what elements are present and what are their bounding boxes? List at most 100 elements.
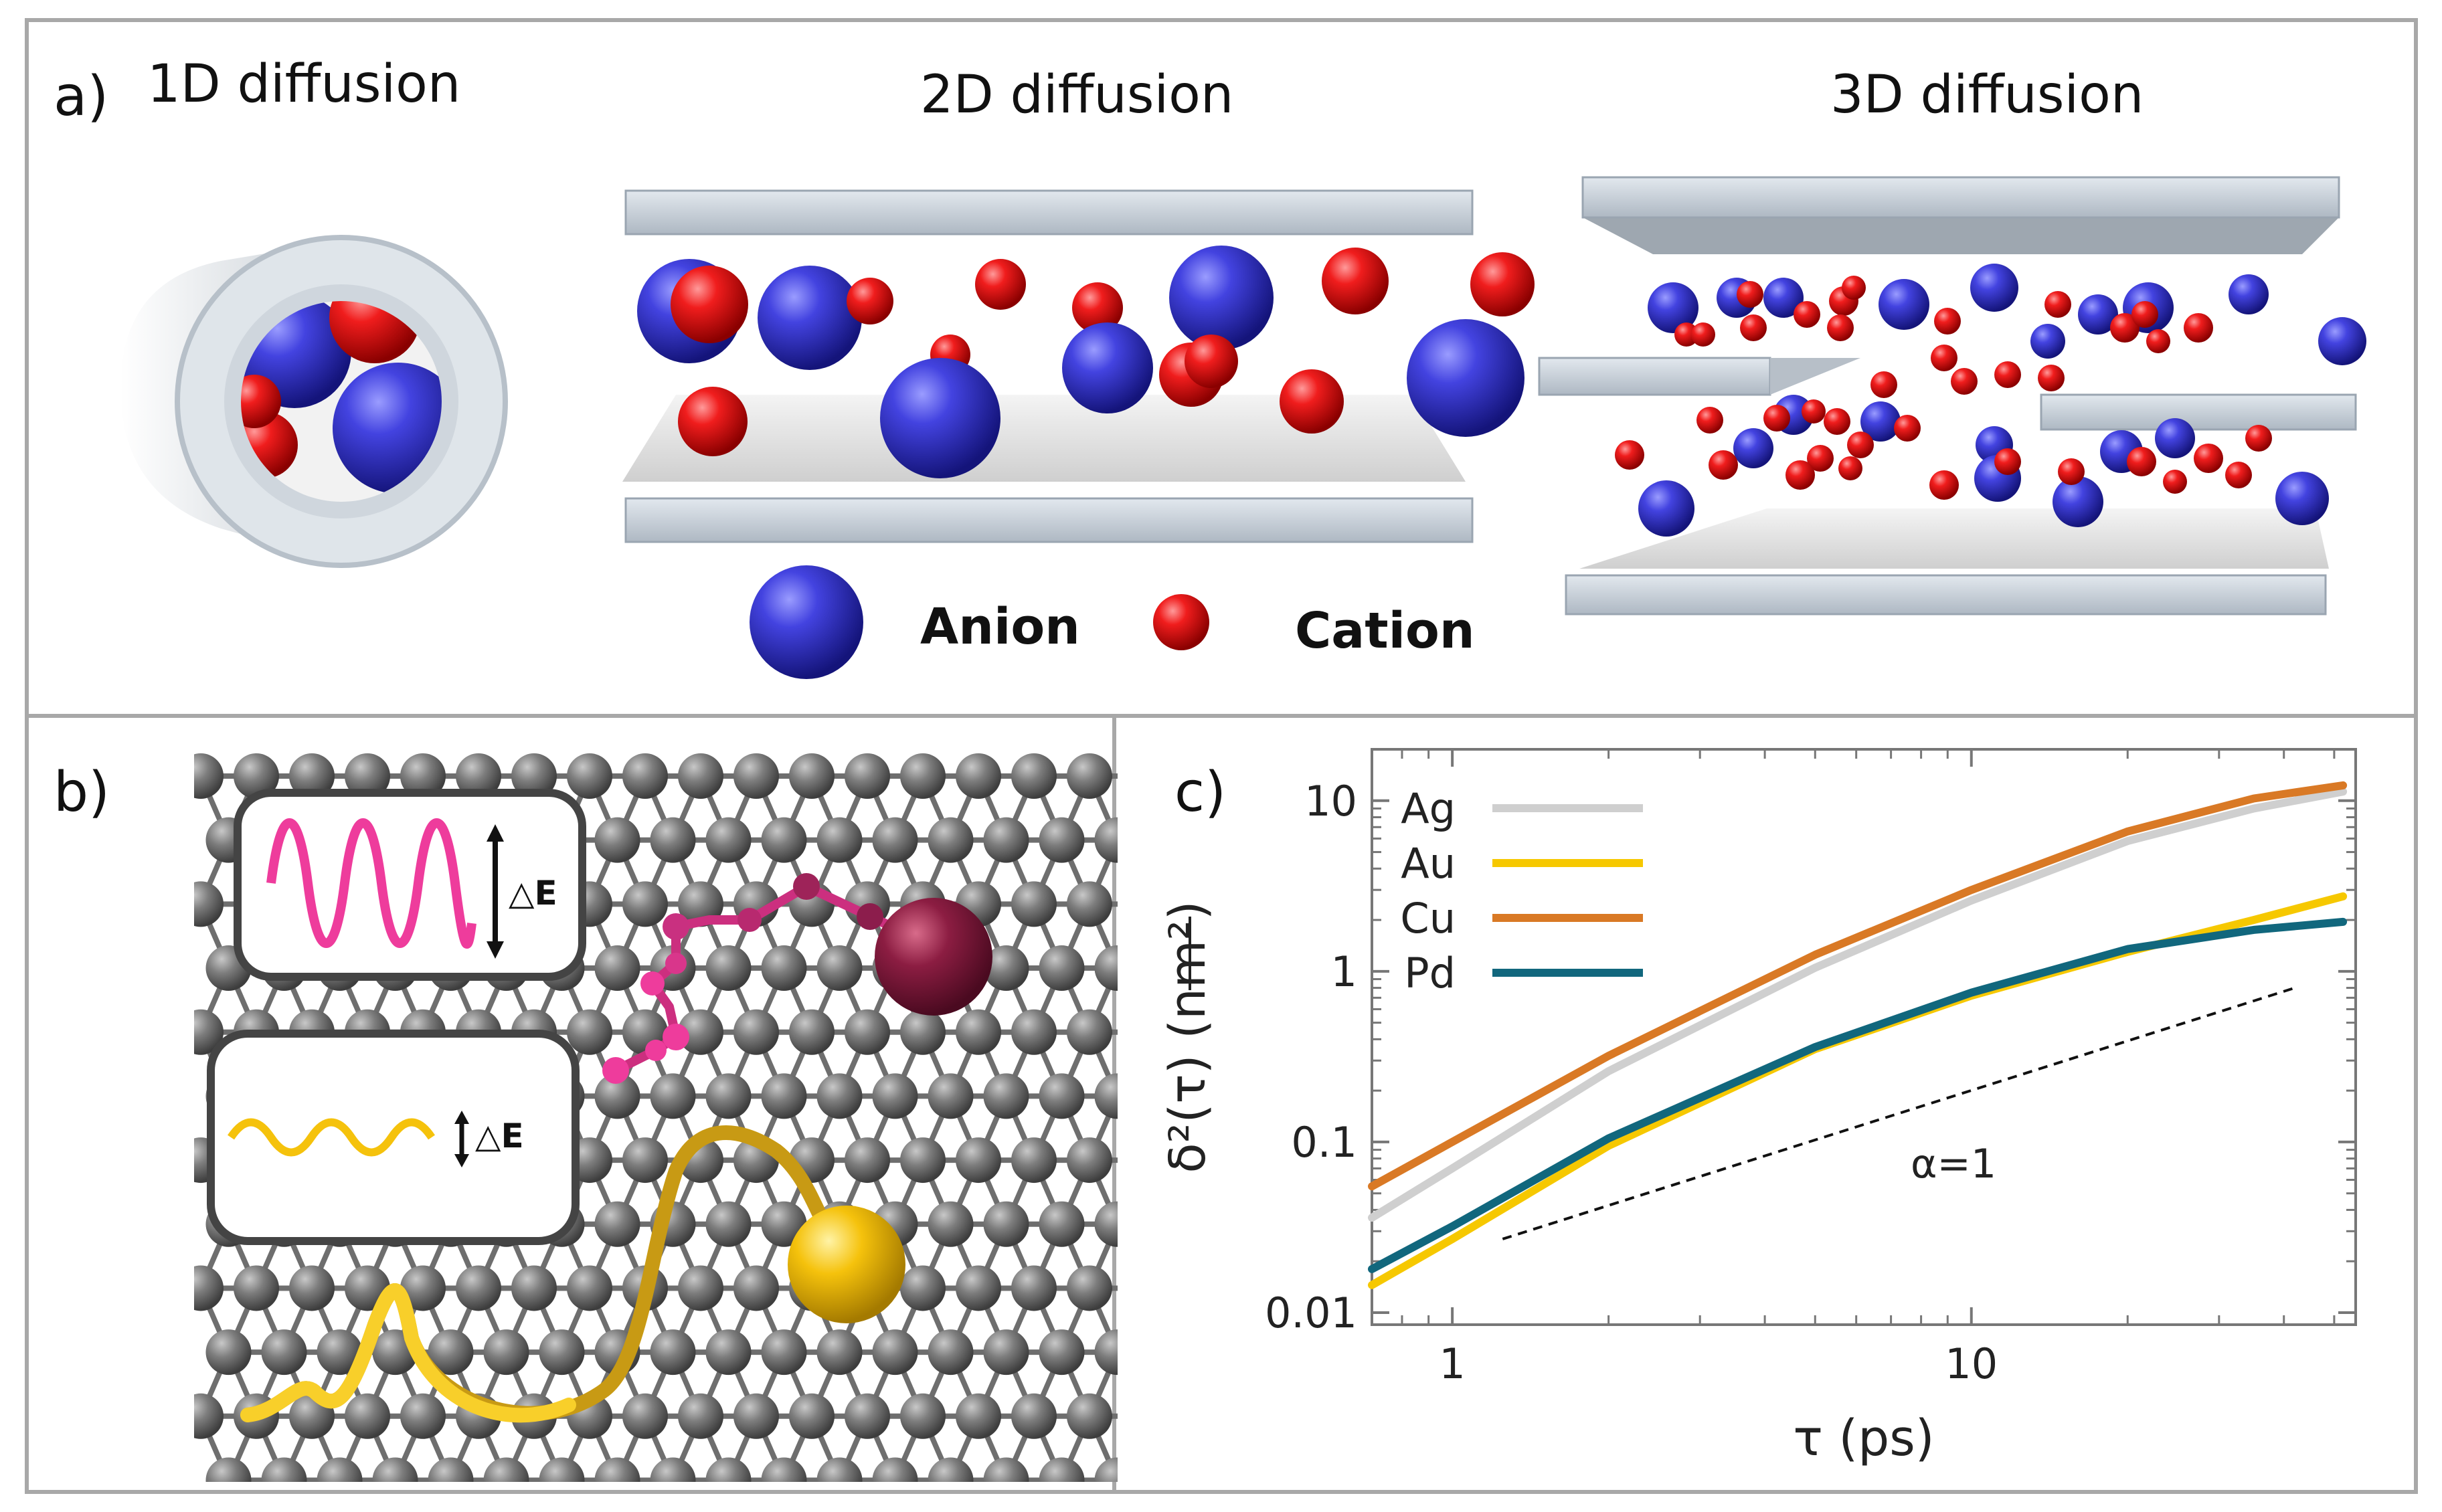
cation — [2225, 462, 2252, 488]
cation — [2044, 291, 2071, 318]
carbon-atom — [511, 1265, 557, 1311]
cation — [678, 387, 748, 456]
carbon-atom — [983, 1073, 1029, 1119]
cation — [2146, 329, 2170, 353]
carbon-atom — [1039, 945, 1085, 991]
anion — [1062, 322, 1153, 413]
carbon-atom — [400, 753, 446, 799]
legend-label-pd: Pd — [1404, 949, 1456, 998]
carbon-atom — [1039, 817, 1085, 863]
cation — [1929, 470, 1959, 500]
carbon-atom — [1011, 1265, 1057, 1311]
legend-a: Anion Cation — [750, 565, 1475, 679]
cation — [1951, 368, 1978, 395]
cation — [1737, 281, 1763, 308]
carbon-atom — [761, 945, 807, 991]
carbon-atom — [234, 1265, 279, 1311]
carbon-atom — [983, 1457, 1029, 1482]
carbon-atom — [622, 881, 668, 927]
carbon-atom — [983, 1329, 1029, 1376]
carbon-atom — [1094, 1457, 1118, 1482]
title-1d: 1D diffusion — [147, 54, 460, 114]
cation — [1709, 450, 1738, 480]
carbon-atom — [289, 1265, 335, 1311]
anion — [2155, 418, 2195, 458]
anion — [1169, 246, 1274, 350]
carbon-atom — [1011, 1393, 1057, 1439]
anion — [1860, 401, 1901, 442]
carbon-atom — [1067, 881, 1112, 927]
carbon-atom — [678, 1393, 723, 1439]
carbon-atom — [345, 753, 390, 799]
slope-annotation: α=1 — [1911, 1141, 1996, 1188]
carbon-atom — [733, 1393, 779, 1439]
series-line-ag — [1368, 787, 2348, 1222]
y-tick-label: 0.1 — [1291, 1118, 1357, 1167]
carbon-atom — [761, 1457, 807, 1482]
cation — [671, 266, 748, 343]
carbon-atom — [567, 753, 612, 799]
legend-anion-swatch — [750, 565, 863, 679]
carbon-atom — [594, 1457, 640, 1482]
adatom-gold — [788, 1206, 905, 1323]
carbon-atom — [1067, 1265, 1112, 1311]
carbon-atom — [983, 817, 1029, 863]
carbon-atom — [511, 753, 557, 799]
cation — [1696, 407, 1723, 434]
cation — [1827, 314, 1854, 341]
carbon-atom — [567, 1009, 612, 1055]
cation — [1807, 445, 1834, 472]
carbon-atom — [956, 753, 1001, 799]
cation — [1931, 345, 1957, 371]
carbon-atom — [289, 753, 335, 799]
cation — [1740, 314, 1767, 341]
carbon-atom — [483, 1329, 529, 1376]
carbon-atom — [705, 817, 752, 863]
carbon-atom — [761, 817, 807, 863]
x-tick-label: 10 — [1945, 1339, 1998, 1388]
anion — [2030, 324, 2065, 359]
carbon-atom — [194, 753, 224, 799]
carbon-atom — [1039, 1073, 1085, 1119]
carbon-atom — [1011, 1137, 1057, 1184]
y-tick-label: 10 — [1304, 777, 1357, 826]
trajectory-fast — [240, 1125, 905, 1423]
anion — [2053, 476, 2103, 527]
high-barrier-label: △E — [509, 874, 557, 913]
cation — [1824, 408, 1850, 435]
panel-c-frame — [1112, 714, 2418, 1494]
cation — [2184, 313, 2213, 343]
msd-chart: 1 10 0.01 0.1 1 10 Ag Au Cu Pd τ (ps) δ²(τ) (nm²… — [1159, 748, 2357, 1467]
carbon-atom — [650, 1457, 696, 1482]
panel-a-label: a) — [54, 65, 108, 128]
cation — [2058, 458, 2085, 485]
legend-label-au: Au — [1401, 839, 1456, 888]
cation — [1847, 432, 1874, 458]
slab-mid-left — [1538, 357, 1771, 396]
anion — [1970, 264, 2018, 312]
cation — [1322, 248, 1389, 314]
carbon-atom — [705, 1201, 752, 1247]
series-line-cu — [1368, 781, 2348, 1191]
carbon-atom — [1011, 753, 1057, 799]
slab-mid-right — [2040, 393, 2357, 431]
cation — [2131, 301, 2158, 328]
carbon-atom — [1094, 817, 1118, 863]
carbon-atom — [956, 1009, 1001, 1055]
cation — [1802, 399, 1826, 423]
anion — [2078, 294, 2118, 335]
carbon-atom — [733, 753, 779, 799]
carbon-atom — [816, 1457, 863, 1482]
carbon-atom — [816, 1073, 863, 1119]
network-3d — [1538, 176, 2366, 616]
carbon-atom — [928, 817, 974, 863]
cation — [2245, 425, 2272, 452]
carbon-atom — [1039, 1329, 1085, 1376]
carbon-atom — [1094, 1329, 1118, 1376]
carbon-atom — [816, 817, 863, 863]
carbon-atom — [1094, 1073, 1118, 1119]
panel-c-label: c) — [1174, 761, 1226, 824]
cation — [1870, 371, 1897, 398]
carbon-atom — [194, 1009, 224, 1055]
carbon-atom — [705, 1329, 752, 1376]
